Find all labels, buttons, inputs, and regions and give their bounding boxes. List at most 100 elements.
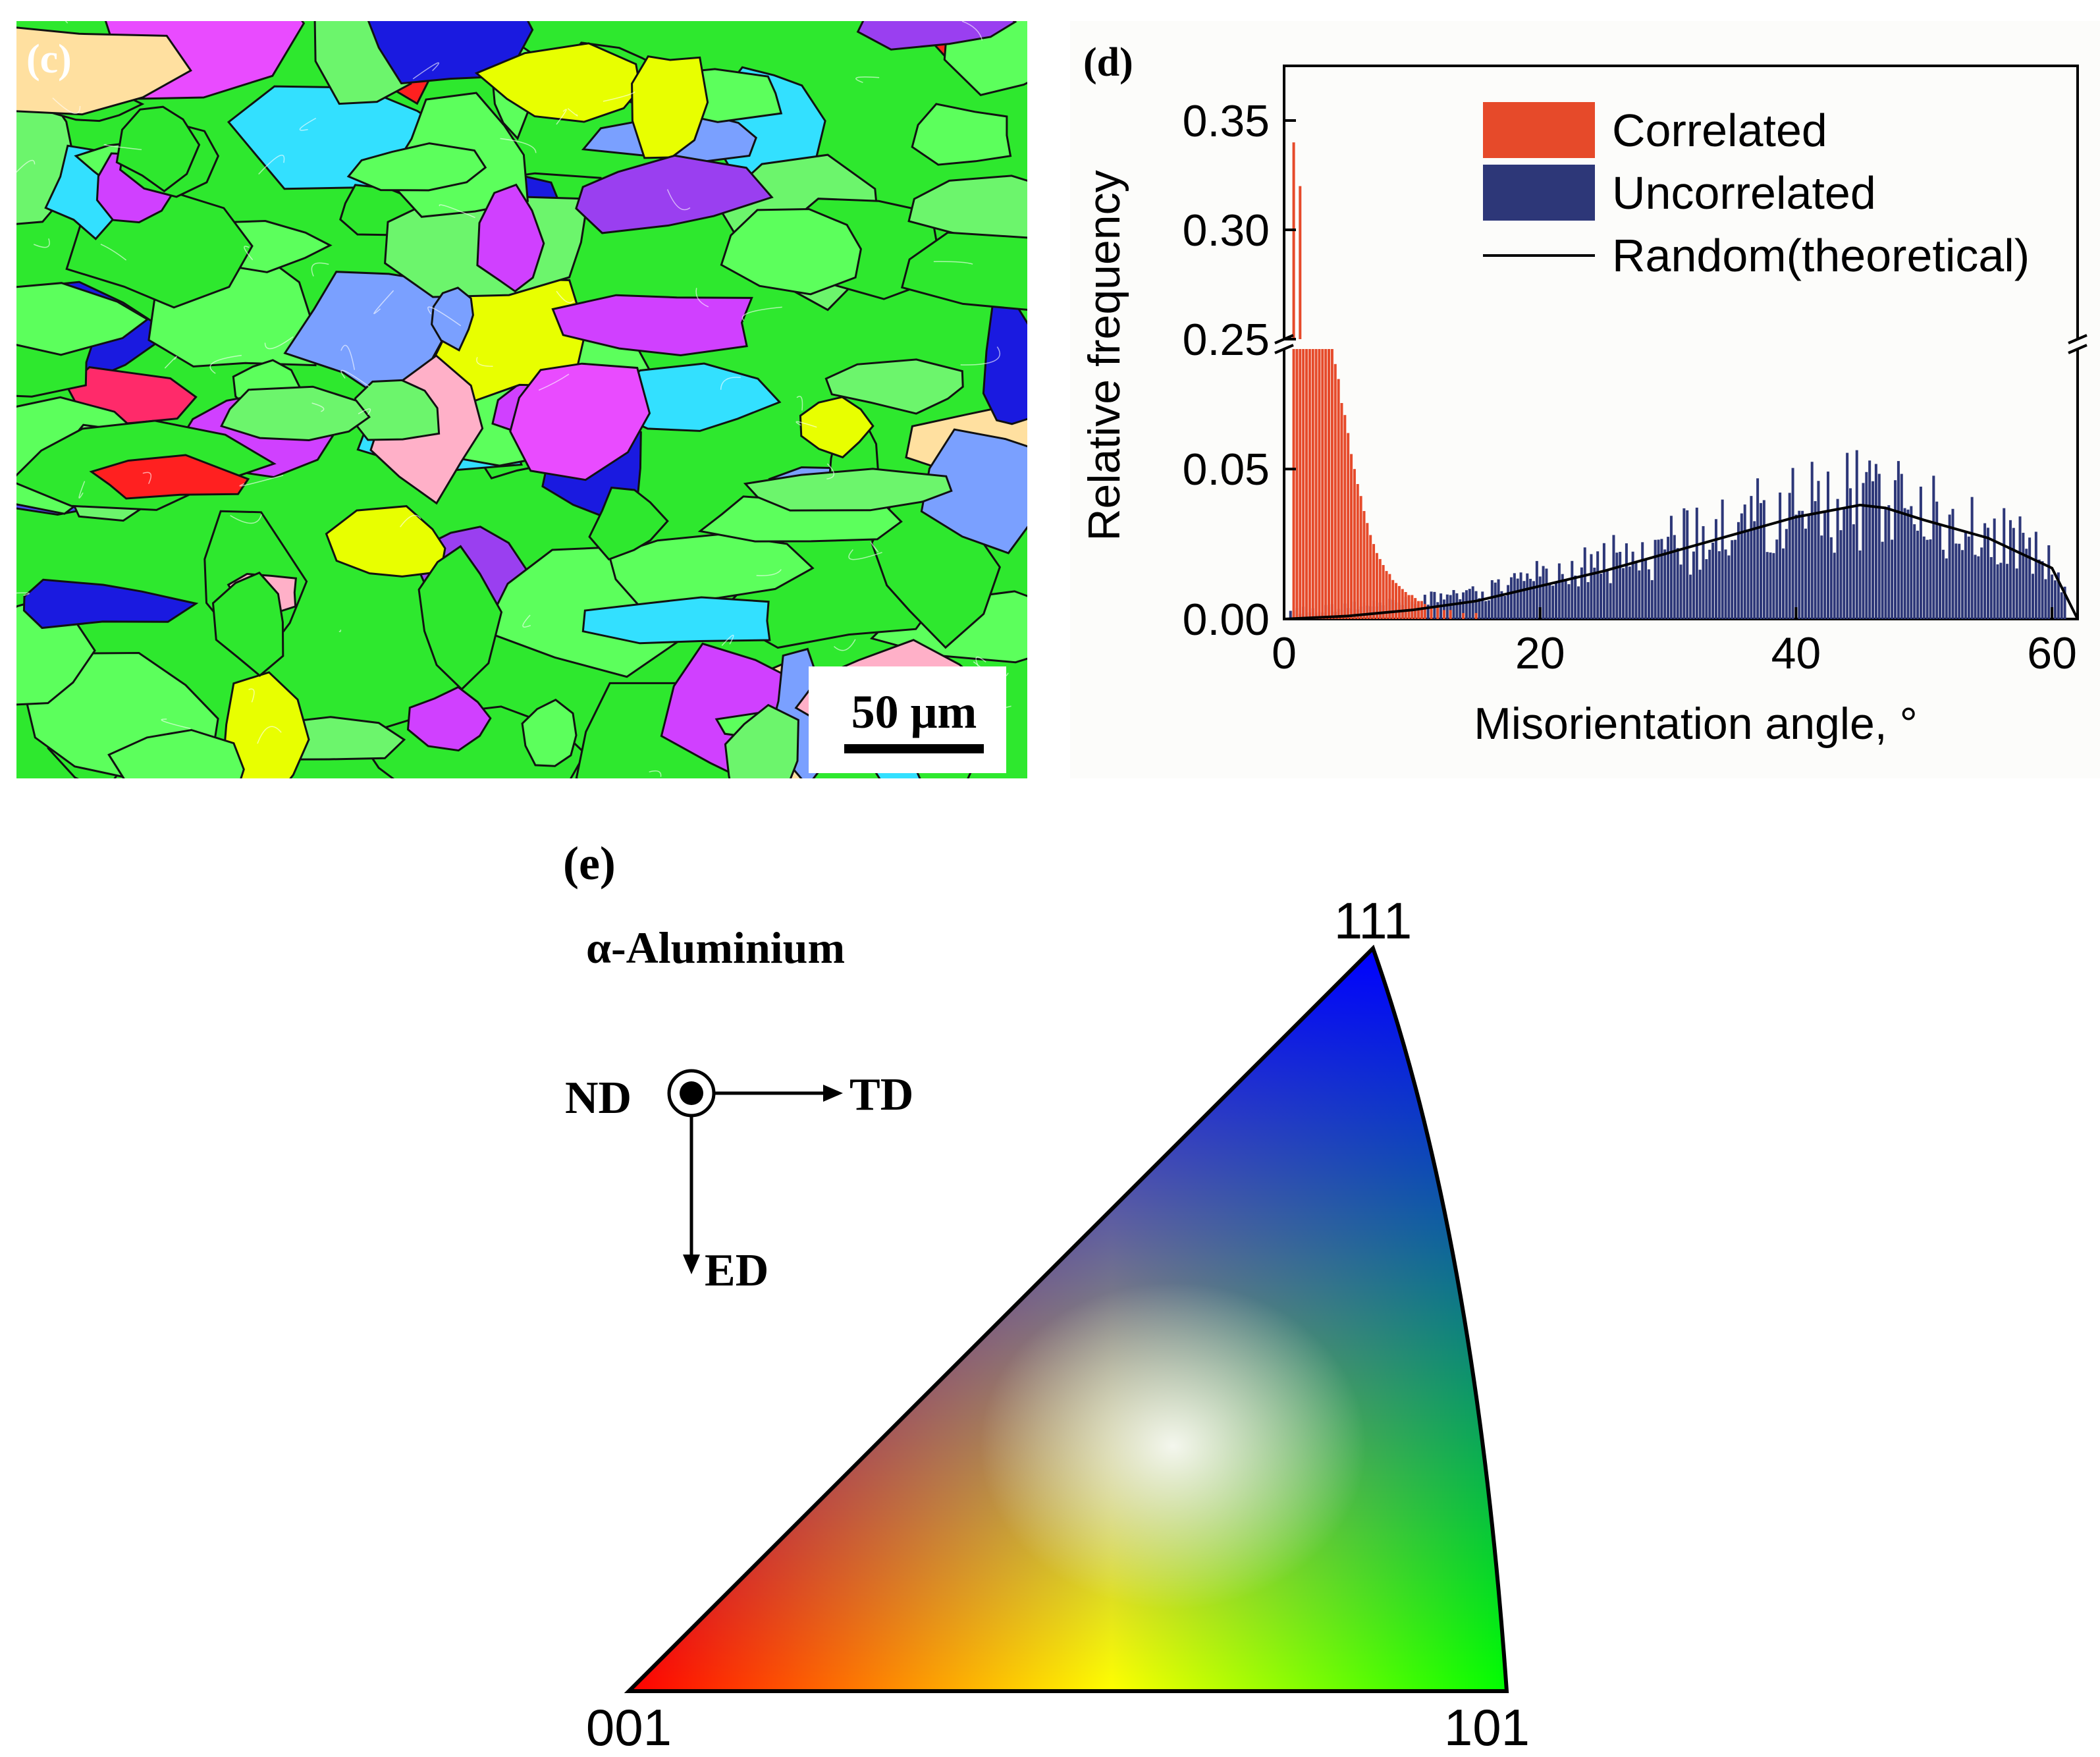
uncorrelated-bar [1542, 566, 1545, 619]
td-label: TD [849, 1069, 913, 1120]
uncorrelated-bar [1740, 513, 1743, 619]
subgrain-boundary [795, 421, 817, 428]
y-tick-label: 0.05 [1183, 445, 1270, 495]
subgrain-boundary [142, 472, 152, 484]
grain [16, 26, 192, 116]
uncorrelated-bar [2008, 520, 2012, 619]
uncorrelated-bar [2012, 527, 2015, 619]
y-tick-label: 0.35 [1183, 96, 1270, 146]
correlated-bar [1340, 403, 1343, 619]
uncorrelated-bar [1881, 541, 1884, 619]
grain [211, 571, 284, 677]
scale-bar-label: 50 μm [851, 686, 977, 738]
subgrain-boundary [961, 21, 983, 41]
subgrain-boundary [556, 109, 567, 125]
uncorrelated-bar [1836, 499, 1839, 619]
uncorrelated-bar [1935, 501, 1939, 619]
uncorrelated-bar [2037, 559, 2041, 619]
nd-dot-icon [680, 1081, 703, 1105]
uncorrelated-bar [1925, 539, 1929, 619]
subgrain-boundary [720, 377, 741, 390]
uncorrelated-bar [1970, 497, 1974, 619]
uncorrelated-bar [2031, 574, 2034, 619]
grain [575, 154, 774, 234]
uncorrelated-bar [2018, 516, 2022, 619]
uncorrelated-bar [1974, 554, 1977, 619]
uncorrelated-bar [1647, 569, 1650, 619]
ed-label: ED [705, 1245, 768, 1296]
grain [588, 486, 669, 561]
uncorrelated-bar [1772, 553, 1775, 619]
uncorrelated-bar [1954, 543, 1958, 619]
subgrain-boundary [439, 204, 475, 219]
legend-label-random: Random(theoretical) [1612, 230, 2030, 281]
y-tick-label: 0.30 [1183, 205, 1270, 256]
uncorrelated-bar [1538, 576, 1542, 619]
subgrain-boundary [695, 288, 709, 308]
uncorrelated-bar [1459, 599, 1462, 619]
uncorrelated-bar [1929, 539, 1932, 619]
ed-arrow-head-icon [683, 1255, 700, 1274]
correlated-bar [1375, 553, 1378, 619]
uncorrelated-bar [1900, 473, 1903, 619]
uncorrelated-bar [1769, 552, 1772, 619]
uncorrelated-bar [1593, 568, 1596, 619]
correlated-bar [1420, 601, 1423, 619]
uncorrelated-bar [1951, 508, 1954, 619]
grain-map [16, 21, 1027, 778]
misorientation-histogram: (d) 0 20 40 60 0.00 0.05 0.25 0.30 0.35 Misorie… [1070, 21, 2100, 778]
x-tick-label: 40 [1771, 628, 1821, 678]
correlated-bar [1356, 484, 1359, 619]
correlated-bar [1385, 571, 1388, 619]
ipf-triangle: 111 001 101 [586, 892, 1530, 1756]
subgrain-boundary [311, 402, 325, 412]
grain [115, 105, 201, 193]
subgrain-boundary [230, 514, 262, 524]
subgrain-boundary [848, 549, 882, 560]
uncorrelated-bar [1564, 579, 1567, 619]
uncorrelated-bar [1442, 599, 1445, 619]
uncorrelated-bar [1913, 524, 1916, 619]
correlated-bar [1430, 607, 1433, 619]
uncorrelated-bar [1487, 600, 1490, 619]
uncorrelated-bar [1426, 605, 1430, 619]
uncorrelated-bar [1961, 550, 1964, 619]
uncorrelated-bar [1683, 508, 1686, 619]
material-title: α-Aluminium [586, 923, 845, 973]
uncorrelated-bar [1906, 509, 1910, 619]
correlated-bar [1378, 558, 1382, 619]
uncorrelated-bar [1602, 543, 1605, 619]
corner-001-label: 001 [586, 1698, 672, 1756]
uncorrelated-bar [1619, 551, 1622, 619]
random-theoretical-line [1283, 503, 2079, 620]
subgrain-boundary [567, 108, 578, 117]
uncorrelated-bar [1503, 595, 1507, 619]
uncorrelated-bar [1922, 536, 1925, 619]
uncorrelated-bar [1737, 522, 1740, 619]
grain [982, 299, 1027, 425]
correlated-bar [1353, 469, 1356, 619]
correlated-bar [1321, 349, 1324, 619]
y-axis-ticks: 0.00 0.05 0.25 0.30 0.35 [1183, 96, 1296, 645]
uncorrelated-bar [1743, 504, 1746, 619]
legend-label-uncorrelated: Uncorrelated [1612, 167, 1876, 219]
grain [474, 42, 641, 123]
uncorrelated-bar [1625, 543, 1628, 619]
uncorrelated-bar [1996, 564, 1999, 619]
grain [720, 207, 862, 296]
uncorrelated-bar [1497, 579, 1500, 619]
uncorrelated-bar [2047, 545, 2051, 619]
ipf-color-key-panel: (e) α-Aluminium ND TD ED 111 001 101 [563, 837, 1530, 1756]
legend: Correlated Uncorrelated Random(theoretic… [1483, 102, 2030, 281]
uncorrelated-bar [1478, 598, 1481, 619]
correlated-bar [1359, 496, 1362, 619]
uncorrelated-bar [1669, 516, 1673, 619]
legend-label-correlated: Correlated [1612, 105, 1827, 156]
uncorrelated-bar [1855, 450, 1858, 619]
x-axis-label: Misorientation angle, ° [1474, 699, 1918, 749]
grain [476, 183, 545, 293]
subgrain-boundary [239, 475, 284, 487]
uncorrelated-bar [1862, 483, 1865, 619]
uncorrelated-bar [1846, 452, 1849, 619]
